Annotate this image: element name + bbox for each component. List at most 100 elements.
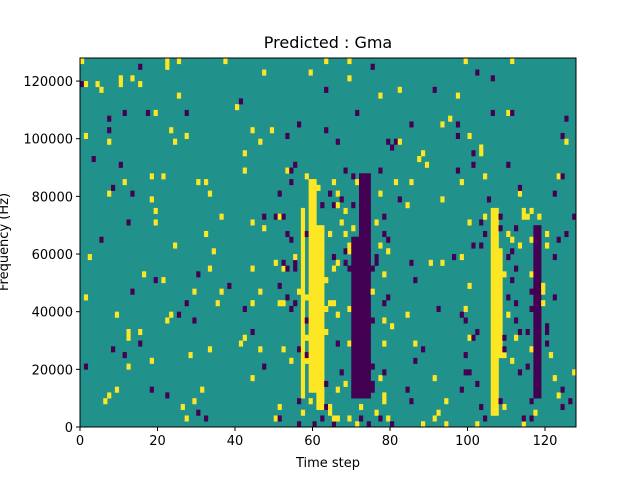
heatmap-cell <box>130 288 135 295</box>
heatmap-cell <box>374 254 379 261</box>
heatmap-cell <box>362 328 368 336</box>
heatmap-cell <box>529 346 534 353</box>
heatmap-cell <box>494 340 499 347</box>
heatmap-cell <box>490 357 495 364</box>
heatmap-cell <box>316 386 321 393</box>
heatmap-cell <box>316 357 321 364</box>
heatmap-cell <box>138 81 143 88</box>
heatmap-cell <box>514 334 519 341</box>
heatmap-cell <box>506 161 511 168</box>
heatmap-cell <box>490 305 495 312</box>
heatmap-cell <box>490 392 495 399</box>
heatmap-cell <box>362 386 368 393</box>
heatmap-cell <box>343 207 348 214</box>
heatmap-cell <box>262 213 267 220</box>
heatmap-cell <box>312 369 317 376</box>
heatmap-cell <box>335 259 340 266</box>
heatmap-cell <box>308 254 313 261</box>
heatmap-cell <box>475 328 480 336</box>
heatmap-cell <box>362 236 368 243</box>
heatmap-cell <box>285 167 290 174</box>
heatmap-cell <box>351 369 356 376</box>
heatmap-cell <box>204 415 209 422</box>
heatmap-cell <box>331 300 337 307</box>
heatmap-cell <box>463 58 468 65</box>
heatmap-cell <box>107 115 112 122</box>
heatmap-cell <box>359 254 364 261</box>
heatmap-cell <box>83 81 89 88</box>
heatmap-cell <box>490 340 495 347</box>
heatmap-cell <box>196 271 201 278</box>
heatmap-cell <box>537 254 542 261</box>
heatmap-cell <box>320 340 325 347</box>
heatmap-cell <box>320 294 325 301</box>
heatmap-cell <box>537 380 542 387</box>
heatmap-cell <box>308 323 313 330</box>
heatmap-cell <box>308 311 313 318</box>
heatmap-cell <box>529 415 534 422</box>
heatmap-cell <box>359 415 364 422</box>
heatmap-cell <box>118 75 123 82</box>
x-tick-label: 80 <box>382 434 399 449</box>
heatmap-cell <box>316 184 321 191</box>
heatmap-cell <box>521 421 526 428</box>
heatmap-cell <box>250 219 255 226</box>
x-tick-label: 100 <box>455 434 480 449</box>
heatmap-cell <box>382 271 387 278</box>
heatmap-cell <box>308 277 313 284</box>
heatmap-cell <box>467 282 472 289</box>
heatmap-cell <box>564 138 569 145</box>
heatmap-cell <box>165 317 170 324</box>
heatmap-cell <box>114 311 120 318</box>
heatmap-cell <box>494 230 499 238</box>
heatmap-cell <box>351 259 356 266</box>
heatmap-cell <box>463 369 468 376</box>
heatmap-cell <box>506 254 511 261</box>
heatmap-cell <box>362 357 368 364</box>
heatmap-cell <box>99 236 104 243</box>
heatmap-cell <box>362 375 368 382</box>
y-tick-label: 80000 <box>32 190 73 205</box>
heatmap-cell <box>277 415 282 422</box>
heatmap-cell <box>366 236 371 243</box>
heatmap-cell <box>149 173 154 180</box>
heatmap-cell <box>440 121 445 128</box>
heatmap-cell <box>99 86 104 93</box>
heatmap-cell <box>293 254 298 261</box>
heatmap-cell <box>494 236 499 243</box>
heatmap-cell <box>405 311 410 318</box>
heatmap-cell <box>300 230 306 238</box>
heatmap-cell <box>320 403 325 411</box>
heatmap-cell <box>83 132 89 140</box>
heatmap-cell <box>486 196 492 203</box>
heatmap-cell <box>455 92 461 99</box>
heatmap-cell <box>397 196 402 203</box>
heatmap-cell <box>366 207 371 214</box>
heatmap-cell <box>320 317 325 324</box>
heatmap-cell <box>537 357 542 364</box>
heatmap-cell <box>316 334 321 341</box>
heatmap-cell <box>242 334 247 341</box>
heatmap-cell <box>308 398 313 405</box>
heatmap-cell <box>382 398 387 405</box>
heatmap-cell <box>359 340 364 347</box>
heatmap-cell <box>494 352 499 359</box>
heatmap-cell <box>537 346 542 353</box>
heatmap-cell <box>545 328 550 336</box>
heatmap-cell <box>312 334 317 341</box>
heatmap-cell <box>300 357 306 364</box>
heatmap-cell <box>359 369 364 376</box>
heatmap-cell <box>502 271 507 278</box>
heatmap-cell <box>308 236 313 243</box>
heatmap-cell <box>537 236 542 243</box>
heatmap-cell <box>347 340 352 347</box>
heatmap-cell <box>405 386 410 393</box>
heatmap-cell <box>362 225 368 232</box>
heatmap-cell <box>533 340 538 347</box>
y-axis: 0 20000 40000 60000 80000 100000 120000 <box>23 75 80 436</box>
heatmap-cell <box>362 277 368 284</box>
heatmap-cell <box>498 311 503 318</box>
heatmap-cell <box>421 421 426 428</box>
heatmap-cell <box>556 173 561 180</box>
y-tick-label: 120000 <box>23 75 73 90</box>
